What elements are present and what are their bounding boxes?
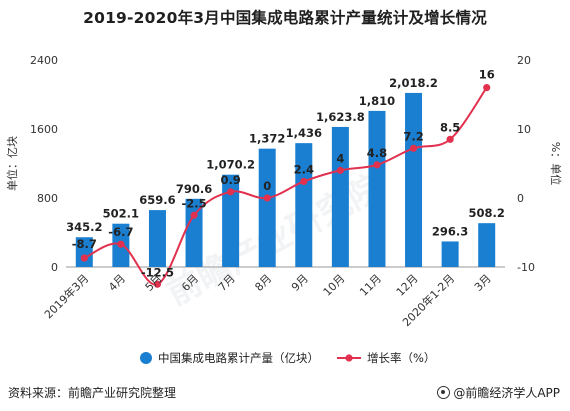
bar bbox=[295, 143, 313, 267]
y-right-tick-label: 20 bbox=[517, 54, 531, 67]
line-value-label: 2.4 bbox=[294, 162, 314, 176]
x-tick-label: 9月 bbox=[289, 272, 311, 294]
bar bbox=[222, 174, 240, 267]
bar bbox=[441, 241, 459, 267]
growth-rate-point bbox=[409, 144, 418, 152]
y-right-tick-label: 10 bbox=[517, 123, 531, 136]
growth-rate-line bbox=[83, 87, 488, 286]
growth-rate-point bbox=[446, 135, 454, 143]
bar-value-label: 790.6 bbox=[176, 182, 212, 196]
bar bbox=[368, 110, 386, 267]
bar bbox=[185, 198, 203, 267]
bar bbox=[258, 148, 276, 267]
bar-value-label: 296.3 bbox=[432, 224, 468, 238]
growth-rate-point bbox=[80, 254, 88, 262]
bar bbox=[405, 92, 423, 267]
y-left-axis-title: 单位：亿块 bbox=[5, 136, 19, 191]
growth-rate-point bbox=[300, 177, 308, 186]
legend-bar-marker bbox=[140, 352, 152, 364]
brand-credit-text: @前瞻经济学人APP bbox=[453, 386, 560, 400]
bar-value-label: 1,623.8 bbox=[316, 110, 365, 124]
legend-line-label: 增长率（%） bbox=[367, 351, 435, 365]
chart-title: 2019-2020年3月中国集成电路累计产量统计及增长情况 bbox=[83, 9, 487, 27]
line-value-label: 4 bbox=[336, 151, 344, 165]
bar-value-label: 502.1 bbox=[103, 207, 139, 221]
bar bbox=[148, 210, 166, 267]
bar-value-label: 659.6 bbox=[139, 193, 175, 207]
bar-value-label: 508.2 bbox=[469, 206, 505, 220]
y-left-tick-label: 1600 bbox=[30, 123, 58, 136]
bar-value-label: 1,810 bbox=[359, 94, 395, 108]
bar-value-label: 1,436 bbox=[286, 126, 322, 140]
bar-value-label: 2,018.2 bbox=[389, 76, 438, 90]
line-value-label: -6.7 bbox=[108, 225, 133, 239]
y-left-tick-label: 800 bbox=[37, 192, 58, 205]
x-tick-label: 11月 bbox=[357, 272, 384, 299]
x-tick-label: 8月 bbox=[252, 272, 274, 294]
line-value-label: 8.5 bbox=[440, 120, 460, 134]
y-left-tick-label: 2400 bbox=[30, 54, 58, 67]
data-source-note: 资料来源：前瞻产业研究院整理 bbox=[8, 386, 177, 400]
line-value-label: -12.5 bbox=[141, 265, 174, 279]
bar bbox=[75, 237, 93, 267]
y-right-axis-title: %：单位 bbox=[549, 142, 563, 185]
growth-rate-point bbox=[373, 161, 381, 169]
growth-rate-point bbox=[483, 84, 491, 92]
bar-value-label: 1,372 bbox=[249, 132, 285, 146]
bar bbox=[331, 126, 349, 267]
growth-rate-point bbox=[227, 188, 235, 196]
x-tick-label: 3月 bbox=[472, 272, 494, 294]
line-value-label: 4.8 bbox=[367, 146, 387, 160]
x-tick-label: 2019年3月 bbox=[41, 271, 91, 321]
legend-bar-label: 中国集成电路累计产量（亿块） bbox=[158, 351, 319, 365]
line-value-label: 16 bbox=[479, 68, 495, 82]
bar bbox=[478, 223, 496, 267]
line-value-label: 7.2 bbox=[403, 129, 423, 143]
growth-rate-point bbox=[263, 194, 271, 202]
growth-rate-point bbox=[153, 280, 162, 288]
x-tick-label: 10月 bbox=[321, 272, 348, 299]
legend-line-point bbox=[345, 354, 353, 362]
line-value-label: 0 bbox=[263, 179, 271, 193]
line-value-label: -2.5 bbox=[181, 196, 206, 210]
x-tick-label: 12月 bbox=[394, 272, 421, 299]
bar-value-label: 1,070.2 bbox=[206, 158, 255, 172]
y-left-tick-label: 0 bbox=[51, 261, 58, 274]
bar-value-label: 345.2 bbox=[66, 220, 102, 234]
brand-credit: @前瞻经济学人APP bbox=[437, 384, 560, 401]
growth-rate-point bbox=[117, 240, 125, 248]
growth-rate-point bbox=[190, 211, 198, 219]
x-tick-label: 4月 bbox=[106, 272, 128, 294]
line-value-label: 0.9 bbox=[220, 173, 240, 187]
growth-rate-point bbox=[336, 166, 344, 174]
y-right-tick-label: -10 bbox=[517, 261, 535, 274]
brand-logo-icon bbox=[437, 386, 451, 399]
line-value-label: -8.7 bbox=[72, 237, 97, 251]
y-right-tick-label: 0 bbox=[517, 192, 524, 205]
